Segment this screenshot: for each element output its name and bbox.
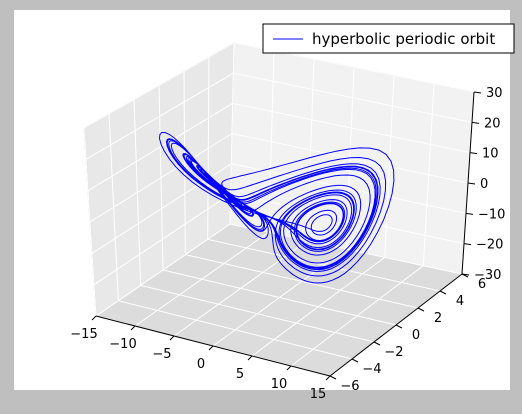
tick-mark-x [91, 315, 97, 321]
gridline-z-wall [93, 193, 231, 286]
gridline-z [232, 102, 471, 154]
tick-label-x: 5 [236, 367, 244, 382]
axis-lines [91, 91, 482, 381]
tick-label-y: 4 [456, 294, 464, 309]
tick-label-z: −20 [476, 238, 503, 253]
gridline-z-wall [95, 223, 231, 317]
tick-label-y: 0 [412, 328, 420, 343]
tick-label-z: −10 [478, 207, 505, 222]
tick-label-x: −15 [70, 327, 97, 342]
tick-label-x: 10 [271, 377, 288, 392]
tick-mark-z [463, 243, 472, 246]
legend-label: hyperbolic periodic orbit [312, 30, 495, 48]
gridline-y [207, 238, 441, 292]
tick-label-z: 30 [486, 86, 503, 101]
tick-mark-y [351, 358, 359, 363]
gridline-z [231, 163, 467, 214]
tick-label-z: 0 [480, 177, 488, 192]
tick-label-z: 20 [484, 116, 501, 131]
gridline-z [233, 72, 473, 123]
tick-label-x: 0 [197, 357, 205, 372]
tick-label-z: −30 [474, 268, 501, 283]
tick-mark-y [417, 307, 425, 312]
tick-mark-z [467, 182, 476, 185]
gridline-y [140, 284, 375, 343]
chart-3d: −15−10−5051015−6−4−20246−30−20−100102030… [70, 23, 515, 402]
tick-mark-x [169, 335, 175, 341]
tick-mark-z [473, 91, 482, 94]
gridline-z-wall [85, 72, 234, 160]
tick-mark-y [329, 375, 337, 380]
axis-line-z [461, 91, 475, 275]
gridline-z [230, 193, 465, 245]
axis-line-x [95, 315, 331, 377]
tick-mark-x [208, 345, 214, 351]
figure: −15 −10 −5 0 5 10 15 −6 −4 −2 0 2 4 6 −30 −20 −10 0 10 20 30… [14, 10, 515, 402]
tick-label-x: −5 [152, 347, 171, 362]
axis-line-y [329, 273, 463, 377]
tick-mark-z [471, 121, 480, 124]
legend: hyperbolic periodic orbit [262, 23, 515, 54]
gridline-y [118, 300, 353, 360]
tick-label-x: −10 [109, 337, 136, 352]
tick-label-z: 10 [482, 147, 499, 162]
tick-mark-x [130, 325, 136, 331]
tick-mark-x [325, 375, 331, 381]
gridline-z-wall [89, 133, 233, 223]
series-line-hyperbolic-periodic-orbit [158, 132, 395, 284]
tick-label-y: −2 [384, 345, 403, 360]
tick-label-y: 2 [434, 311, 442, 326]
tick-mark-x [286, 365, 292, 371]
tick-mark-y [439, 290, 447, 295]
tick-mark-z [465, 212, 474, 215]
tick-mark-y [373, 341, 381, 346]
tick-mark-y [395, 324, 403, 329]
legend-box [262, 23, 515, 54]
tick-mark-z [469, 152, 478, 155]
tick-label-x: 15 [310, 387, 327, 402]
tick-label-y: −6 [340, 379, 359, 394]
gridline-z-wall [83, 42, 235, 129]
gridline-z-wall [87, 102, 233, 192]
tick-mark-z [461, 273, 470, 276]
tick-mark-x [247, 355, 253, 361]
tick-label-y: 6 [478, 277, 486, 292]
tick-label-y: −4 [362, 362, 381, 377]
gridline-y [162, 269, 397, 326]
gridline-y [185, 254, 419, 309]
